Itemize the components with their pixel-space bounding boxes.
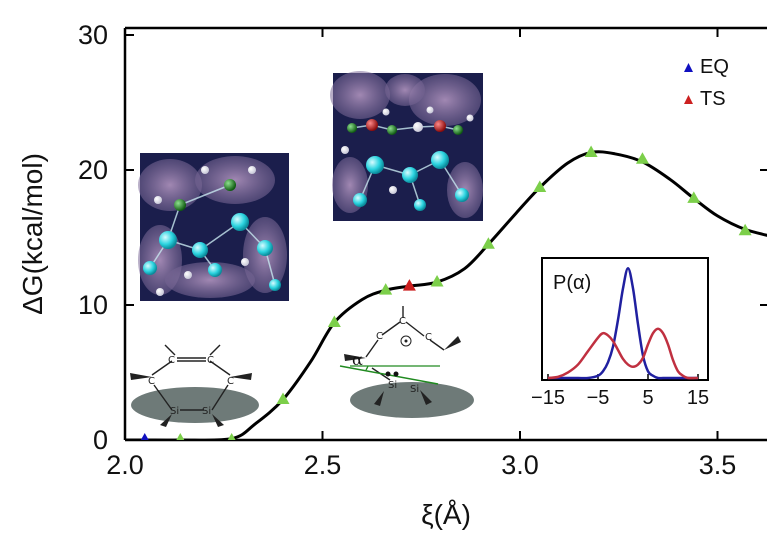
- inset-x-ticks: −15 −5 5 15: [531, 374, 709, 409]
- ts-marker: [402, 279, 416, 291]
- sample-point-marker: [481, 237, 495, 249]
- y-tick-label: 0: [93, 425, 108, 455]
- x-tick-label: 3.0: [501, 450, 539, 480]
- inset-tick-label: 15: [687, 387, 709, 409]
- legend-ts-label: TS: [700, 88, 726, 110]
- sample-point-marker: [584, 145, 598, 157]
- sample-point-marker: [176, 433, 185, 440]
- inset-ts-distribution: [547, 327, 699, 380]
- x-tick-label: 2.0: [106, 450, 144, 480]
- sample-point-marker: [635, 152, 649, 164]
- equilibrium-structure-schematic: C C C C Si Si: [130, 344, 259, 427]
- eq-marker: [140, 433, 149, 440]
- sample-point-marker: [738, 223, 752, 236]
- sample-point-marker: [687, 191, 701, 203]
- y-tick-label: 30: [78, 20, 108, 50]
- transition-structure-schematic: α C C C Si Si: [339, 306, 474, 418]
- left-si-atom-b: Si: [202, 406, 211, 417]
- y-tick-label: 10: [78, 290, 108, 320]
- angle-distribution-inset: −15 −5 5 15 P(α): [531, 257, 709, 409]
- x-tick-label: 2.5: [304, 450, 342, 480]
- right-c-atom-a: C: [376, 331, 383, 342]
- right-si-atom-b: Si: [410, 384, 419, 395]
- x-axis-ticks: 2.0 2.5 3.0 3.5: [106, 28, 736, 480]
- y-axis-ticks: 0 10 20 30: [78, 20, 767, 455]
- legend: EQ TS: [684, 56, 729, 110]
- free-energy-curve: [125, 150, 767, 440]
- equilibrium-structure-render: [138, 153, 289, 301]
- alpha-angle-label: α: [352, 350, 363, 369]
- sample-point-marker: [533, 180, 547, 193]
- right-c-atom-c: C: [425, 332, 432, 343]
- left-c-atom-d: C: [227, 376, 234, 387]
- sample-point-marker: [430, 275, 444, 287]
- left-c-atom-b: C: [207, 355, 214, 366]
- x-axis-title: ξ(Å): [421, 499, 471, 530]
- x-tick-label: 3.5: [699, 450, 737, 480]
- right-si-atom-a: Si: [388, 380, 397, 391]
- y-axis-title: ΔG(kcal/mol): [17, 153, 48, 315]
- plot-area: [125, 145, 767, 440]
- left-c-atom-a: C: [168, 355, 175, 366]
- inset-tick-label: 5: [642, 387, 653, 409]
- sample-point-marker: [379, 283, 393, 295]
- right-c-atom-b: C: [399, 316, 406, 327]
- legend-eq-label: EQ: [700, 56, 729, 78]
- inset-eq-distribution: [547, 266, 698, 380]
- y-tick-label: 20: [78, 155, 108, 185]
- sample-point-marker: [276, 392, 290, 404]
- sample-point-marker: [327, 315, 341, 328]
- inset-tick-label: −15: [531, 387, 565, 409]
- left-si-atom-a: Si: [170, 406, 179, 417]
- legend-eq-marker: [684, 63, 693, 72]
- inset-title: P(α): [553, 272, 591, 294]
- data-markers: [140, 145, 752, 440]
- legend-ts-marker: [684, 95, 693, 104]
- sample-point-marker: [227, 433, 236, 440]
- transition-structure-render: [330, 71, 483, 221]
- inset-tick-label: −5: [587, 387, 610, 409]
- left-c-atom-c: C: [148, 376, 155, 387]
